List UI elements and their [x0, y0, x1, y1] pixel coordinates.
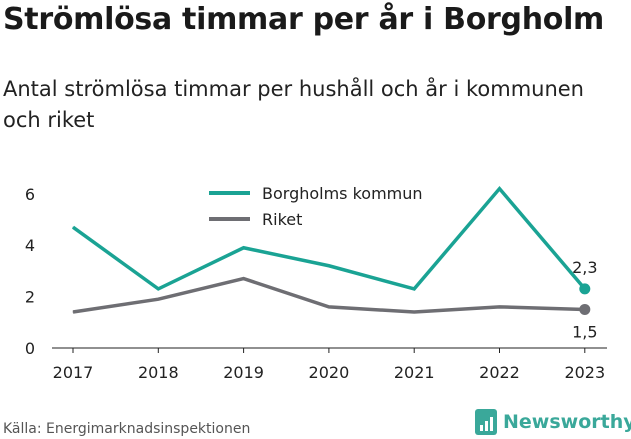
- legend-label: Borgholms kommun: [262, 184, 423, 203]
- x-axis: 2017 2018 2019 2020 2021 2022 2023: [52, 347, 607, 382]
- newsworthy-logo-icon: [475, 409, 497, 435]
- series-point: [72, 226, 74, 228]
- x-tick-label: 2023: [564, 363, 605, 382]
- x-tick-label: 2022: [479, 363, 520, 382]
- series-point: [157, 288, 159, 290]
- series-point: [243, 278, 245, 280]
- series-group: 2,3 1,5: [71, 185, 598, 341]
- source-note: Källa: Energimarknadsinspektionen: [3, 421, 251, 437]
- series-point: [328, 306, 330, 308]
- series-point: [72, 311, 74, 313]
- x-tick-label: 2020: [309, 363, 350, 382]
- series-point: [413, 288, 415, 290]
- series-end-point: [579, 303, 591, 315]
- y-tick-label: 6: [25, 185, 35, 204]
- chart-title: Strömlösa timmar per år i Borgholm: [3, 2, 605, 37]
- series-point: [413, 311, 415, 313]
- series-end-label: 1,5: [572, 322, 597, 341]
- series-end-point: [579, 283, 591, 295]
- newsworthy-logo-text: Newsworthy: [503, 411, 631, 433]
- y-tick-label: 4: [25, 236, 35, 255]
- y-axis: 0 2 4 6: [25, 185, 35, 358]
- series-end-label: 2,3: [572, 258, 597, 277]
- series-line-0: [71, 185, 587, 291]
- series-point: [499, 188, 500, 190]
- x-tick-label: 2019: [223, 363, 264, 382]
- newsworthy-logo: Newsworthy: [475, 409, 631, 435]
- y-tick-label: 0: [25, 339, 35, 358]
- series-point: [157, 298, 159, 300]
- series-point: [328, 265, 330, 267]
- legend: Borgholms kommun Riket: [209, 184, 423, 229]
- legend-label: Riket: [262, 210, 302, 229]
- x-tick-label: 2018: [138, 363, 179, 382]
- series-point: [499, 306, 500, 308]
- y-tick-label: 2: [25, 288, 35, 307]
- chart-subtitle: Antal strömlösa timmar per hushåll och å…: [3, 77, 584, 132]
- x-tick-label: 2021: [394, 363, 435, 382]
- x-tick-label: 2017: [53, 363, 94, 382]
- series-point: [243, 247, 245, 249]
